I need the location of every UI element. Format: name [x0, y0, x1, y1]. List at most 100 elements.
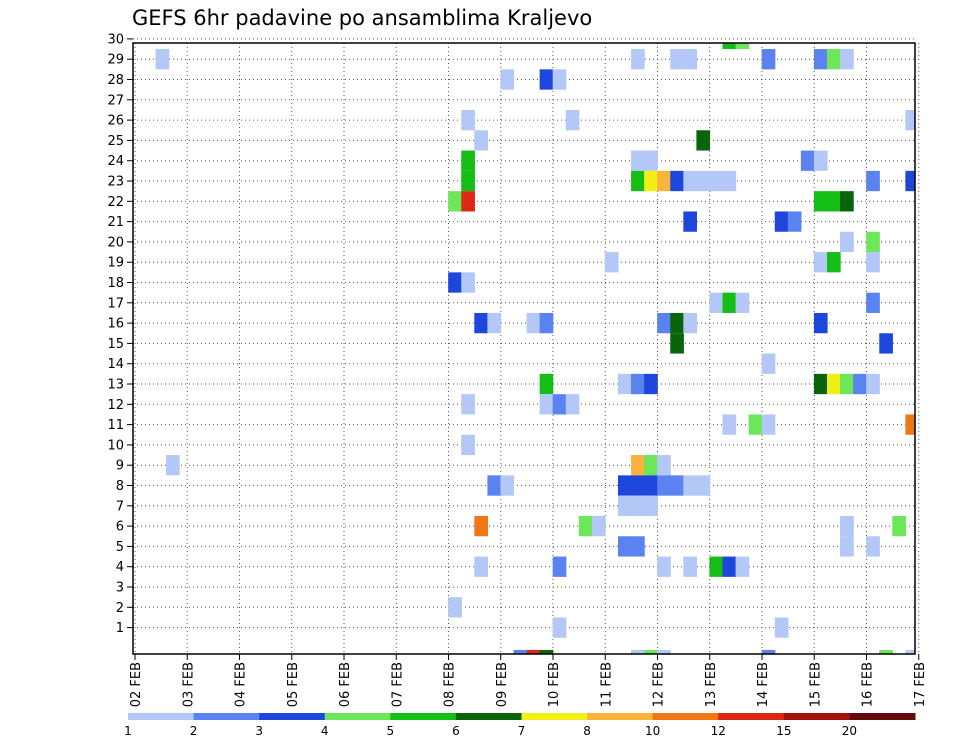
heatmap-cell — [487, 312, 502, 334]
colorbar-label: 6 — [452, 724, 460, 738]
heatmap-cell — [683, 312, 697, 334]
heatmap-cell — [735, 292, 750, 313]
y-tick-label: 21 — [107, 215, 124, 230]
heatmap-cell — [631, 170, 645, 192]
x-tick-label: 02 FEB — [129, 662, 144, 707]
y-tick-label: 12 — [107, 398, 124, 413]
heatmap-cell — [618, 495, 632, 516]
heatmap-cell — [461, 272, 475, 293]
heatmap-cell — [644, 150, 658, 171]
colorbar-swatch — [521, 713, 588, 720]
heatmap-cell — [827, 252, 841, 273]
heatmap-cell — [840, 536, 854, 557]
x-tick-label: 11 FEB — [599, 662, 614, 707]
heatmap-cell — [670, 333, 684, 354]
colorbar-swatch — [783, 713, 850, 720]
x-tick-label: 12 FEB — [652, 662, 667, 707]
y-tick-label: 30 — [107, 32, 124, 47]
heatmap-cell — [604, 252, 619, 273]
heatmap-cell — [879, 333, 893, 354]
heatmap-cell — [644, 170, 658, 192]
heatmap-cell — [644, 455, 658, 476]
x-tick-label: 16 FEB — [861, 662, 876, 707]
heatmap-cell — [657, 475, 671, 496]
colorbar-label: 15 — [776, 724, 791, 738]
x-tick-label: 04 FEB — [234, 662, 249, 707]
heatmap-cell — [827, 49, 841, 70]
y-tick-label: 4 — [116, 560, 124, 575]
heatmap-cell — [565, 394, 580, 415]
heatmap-cell — [539, 69, 554, 90]
heatmap-cell — [631, 455, 645, 476]
heatmap-cell — [813, 312, 828, 334]
heatmap-cell — [696, 475, 711, 496]
heatmap-cell — [631, 495, 645, 516]
y-tick-label: 7 — [116, 499, 124, 514]
heatmap-cell — [840, 191, 854, 212]
heatmap-cell — [722, 43, 737, 50]
heatmap-cell — [709, 556, 724, 577]
heatmap-cell — [905, 649, 915, 654]
colorbar-label: 7 — [518, 724, 526, 738]
heatmap-cell — [526, 312, 541, 334]
heatmap-cell — [866, 252, 880, 273]
colorbar-swatch — [193, 713, 260, 720]
heatmap-cell — [840, 373, 854, 395]
heatmap-cell — [670, 475, 684, 496]
y-tick-label: 28 — [107, 73, 124, 88]
y-tick-label: 3 — [116, 581, 124, 596]
heatmap-cell — [748, 414, 763, 435]
heatmap-cell — [827, 373, 841, 395]
heatmap-cell — [474, 515, 488, 537]
heatmap-cell — [683, 475, 697, 496]
y-tick-label: 5 — [116, 540, 124, 555]
colorbar-swatch — [849, 713, 916, 720]
y-tick-label: 27 — [107, 93, 124, 108]
heatmap-cell — [866, 231, 880, 253]
y-tick-label: 13 — [107, 378, 124, 393]
colorbar-label: 4 — [321, 724, 329, 738]
heatmap-cell — [735, 43, 750, 50]
heatmap-cell — [840, 515, 854, 537]
heatmap-cell — [800, 150, 815, 171]
heatmap-cell — [813, 191, 828, 212]
heatmap-cell — [761, 414, 776, 435]
heatmap-cell — [552, 556, 567, 577]
heatmap-cell — [813, 150, 828, 171]
x-tick-label: 06 FEB — [338, 662, 353, 707]
heatmap-cell — [709, 292, 724, 313]
colorbar-swatch — [455, 713, 522, 720]
heatmap-cell — [644, 495, 658, 516]
heatmap-cell — [905, 109, 915, 131]
y-tick-label: 20 — [107, 235, 124, 250]
x-tick-label: 13 FEB — [704, 662, 719, 707]
plot-frame — [132, 42, 916, 655]
heatmap-cell — [670, 312, 684, 334]
heatmap-cell — [774, 211, 789, 232]
heatmap-cell — [866, 373, 880, 395]
heatmap-cell — [618, 373, 632, 395]
heatmap-cell — [761, 353, 776, 374]
heatmap-cell — [552, 617, 567, 638]
y-tick-label: 19 — [107, 256, 124, 271]
y-tick-label: 25 — [107, 134, 124, 149]
heatmap-cell — [155, 49, 170, 70]
heatmap-cell — [761, 649, 776, 654]
y-tick-label: 23 — [107, 175, 124, 190]
heatmap-cell — [474, 556, 488, 577]
heatmap-cell — [879, 649, 893, 654]
heatmap-cell — [500, 475, 515, 496]
heatmap-cell — [696, 130, 711, 151]
heatmap-cell — [892, 515, 906, 537]
heatmap-cell — [761, 49, 776, 70]
heatmap-cell — [448, 597, 462, 618]
heatmap-cell — [631, 49, 645, 70]
heatmap-cell — [552, 394, 567, 415]
heatmap-cell — [787, 211, 802, 232]
heatmap-cell — [474, 312, 488, 334]
y-tick-label: 26 — [107, 114, 124, 129]
x-tick-label: 17 FEB — [913, 662, 928, 707]
colorbar-label: 20 — [842, 724, 857, 738]
heatmap-cell — [644, 649, 658, 654]
